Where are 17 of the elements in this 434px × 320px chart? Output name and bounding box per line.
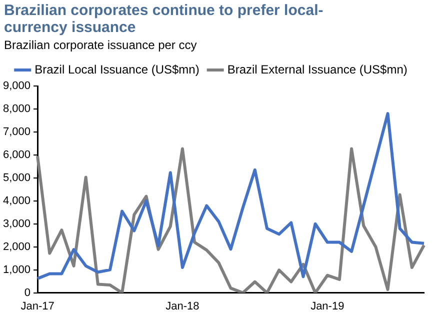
y-tick-label: 6,000: [2, 148, 31, 161]
y-tick-label: 5,000: [2, 172, 31, 184]
chart-title: Brazilian corporates continue to prefer local-currency issuance: [3, 1, 324, 36]
chart-subtitle: Brazilian corporate issuance per ccy: [3, 37, 198, 54]
y-tick-label: 4,000: [2, 194, 31, 207]
legend-label: Brazil Local Issuance (US$mn): [34, 62, 200, 76]
x-tick-label: Jan-18: [166, 300, 200, 312]
y-tick-label: 7,000: [2, 126, 31, 138]
y-tick-label: 0: [24, 286, 31, 299]
x-tick-label: Jan-17: [20, 300, 54, 312]
x-tick-label: Jan-19: [310, 300, 344, 312]
y-tick-label: 3,000: [2, 218, 31, 230]
y-tick-label: 2,000: [2, 240, 31, 253]
y-tick-label: 1,000: [2, 264, 31, 276]
legend-label: Brazil External Issuance (US$mn): [227, 62, 408, 76]
y-tick-label: 8,000: [2, 103, 31, 116]
y-tick-label: 9,000: [2, 80, 31, 92]
